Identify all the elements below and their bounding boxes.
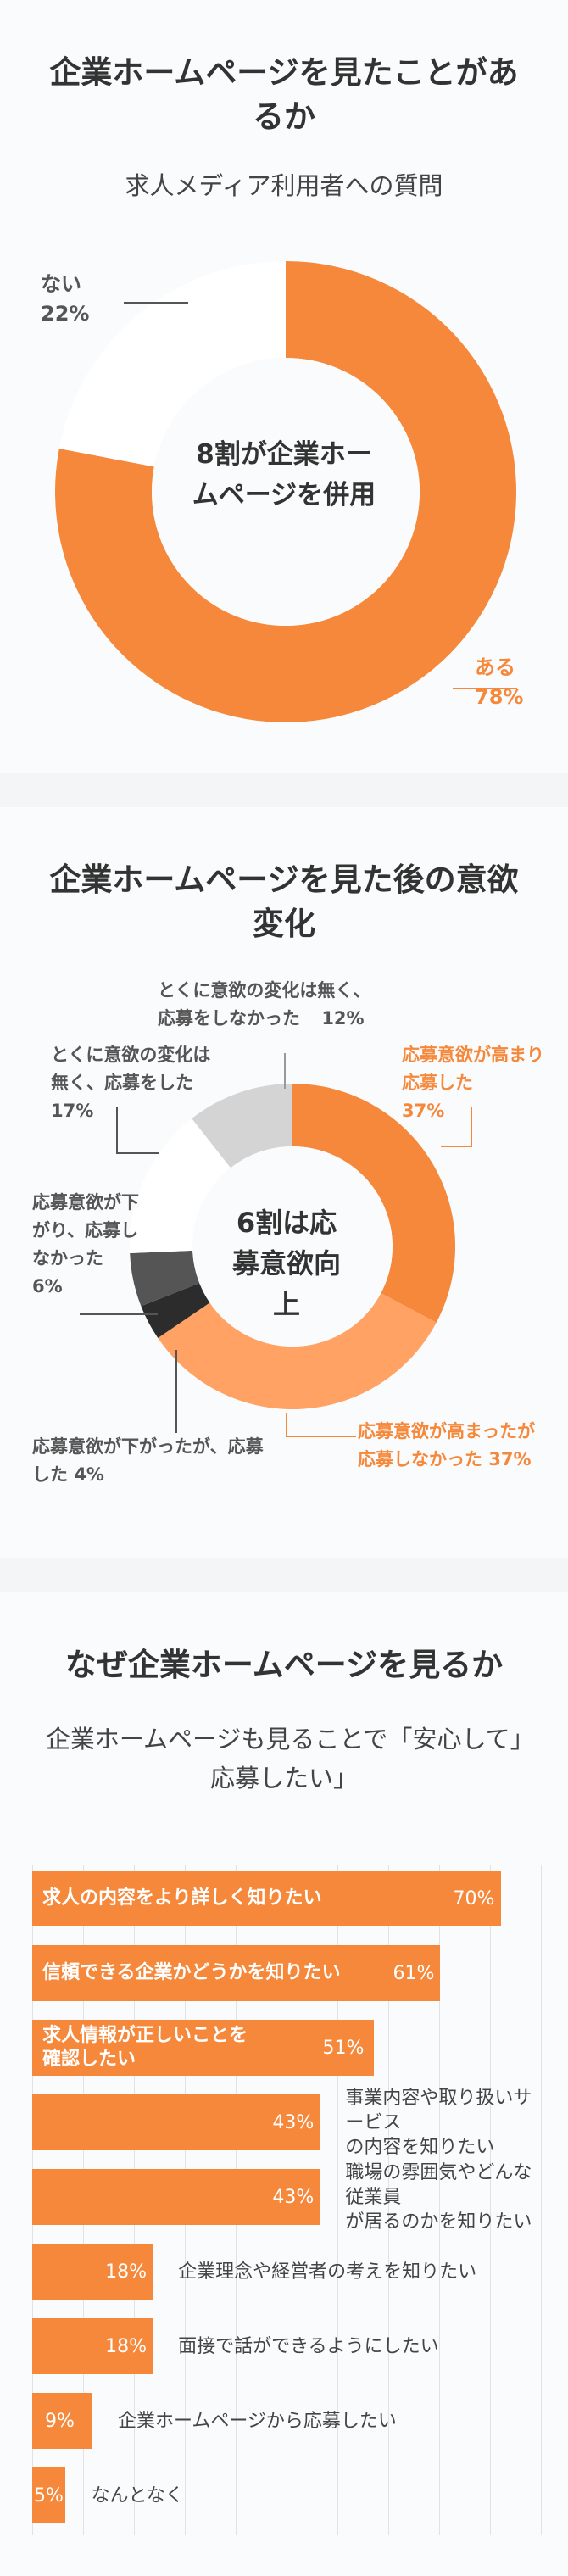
donut2-label-down-no-apply-name: 応募意欲が下がり、応募しなかった bbox=[32, 1192, 139, 1268]
bar-value-label: 51% bbox=[322, 2037, 365, 2059]
bar-row: 18% 面接で話ができるようにしたい bbox=[32, 2318, 534, 2374]
bar-category-label: 求人の内容をより詳しく知りたい bbox=[42, 1887, 322, 1909]
bar-value-label: 5% bbox=[34, 2484, 64, 2506]
bar-row: 61% 信頼できる企業かどうかを知りたい bbox=[32, 1945, 534, 2001]
donut1-label-nai-name: ない bbox=[41, 272, 81, 296]
donut2-center-text: 6割は応募意欲向上 bbox=[231, 1207, 341, 1320]
bar-chart-gridline bbox=[439, 1865, 440, 2535]
bar-category-label: なんとなく bbox=[91, 2484, 184, 2506]
bar-chart-gridline bbox=[490, 1865, 491, 2535]
donut1-label-nai-value: 22% bbox=[41, 302, 90, 326]
bar-chart-gridline bbox=[541, 1865, 542, 2535]
bar-category-label: 事業内容や取り扱いサービス の内容を知りたい bbox=[345, 2087, 532, 2158]
bar-row: 9% 企業ホームページから応募したい bbox=[32, 2393, 534, 2449]
donut2-label-none-apply: とくに意欲の変化は無く、応募をした 17% bbox=[51, 1041, 220, 1125]
donut2-label-down-apply-name: 応募意欲が下がったが、応募した bbox=[32, 1436, 264, 1485]
donut2-label-up-no-apply: 応募意欲が高まったが応募しなかった 37% bbox=[358, 1418, 541, 1474]
donut2-slice-5 bbox=[192, 1084, 292, 1168]
bar-category-label: 面接で話ができるようにしたい bbox=[178, 2335, 439, 2357]
bar-mark bbox=[32, 2020, 374, 2076]
donut2-label-up-apply-name: 応募意欲が高まり応募した bbox=[402, 1045, 544, 1093]
bar-mark bbox=[32, 1871, 501, 1926]
donut2-label-none-no-apply: とくに意欲の変化は無く、応募をしなかった 12% bbox=[158, 977, 378, 1033]
section-subtitle-1: 求人メディア利用者への質問 bbox=[125, 171, 443, 200]
donut2-leader-up-apply bbox=[441, 1107, 472, 1147]
donut1-label-nai: ない 22% bbox=[41, 270, 89, 329]
bar-mark bbox=[32, 2318, 153, 2374]
section-title-2: 企業ホームページを見た後の意欲変化 bbox=[49, 861, 519, 942]
bar-row: 70% 求人の内容をより詳しく知りたい bbox=[32, 1871, 534, 1926]
section-card-3: なぜ企業ホームページを見るか 企業ホームページも見ることで「安心して」応募したい… bbox=[0, 1592, 568, 2576]
donut-chart-2 bbox=[80, 1053, 472, 1437]
donut2-label-up-no-apply-value: 37% bbox=[488, 1449, 532, 1469]
donut2-label-up-no-apply-name: 応募意欲が高まったが応募しなかった bbox=[358, 1421, 536, 1469]
bar-chart-gridline bbox=[337, 1865, 338, 2535]
bar-mark bbox=[32, 2244, 153, 2300]
bar-category-label: 職場の雰囲気やどんな従業員 が居るのかを知りたい bbox=[345, 2161, 532, 2233]
bar-value-label: 18% bbox=[105, 2261, 147, 2283]
bar-value-label: 43% bbox=[272, 2111, 315, 2133]
bar-value-label: 70% bbox=[453, 1887, 495, 1910]
donut1-center-text: 8割が企業ホームページを併用 bbox=[192, 439, 376, 510]
donut2-slice-4 bbox=[130, 1118, 231, 1254]
donut2-label-up-apply-value: 37% bbox=[402, 1101, 445, 1121]
section-title-3: なぜ企業ホームページを見るか bbox=[64, 1647, 504, 1683]
donut2-slice-2 bbox=[141, 1283, 210, 1339]
bar-mark bbox=[32, 2169, 320, 2225]
donut2-label-down-no-apply: 応募意欲が下がり、応募しなかった 6% bbox=[32, 1189, 142, 1301]
donut2-slice-3 bbox=[130, 1250, 200, 1307]
donut2-label-down-no-apply-value: 6% bbox=[32, 1276, 63, 1296]
donut1-label-aru: ある 78% bbox=[475, 653, 523, 712]
bar-row: 51% 求人情報が正しいことを 確認したい bbox=[32, 2020, 534, 2076]
donut2-leader-none-apply bbox=[116, 1107, 159, 1154]
section-card-2: 企業ホームページを見た後の意欲変化 とくに意欲の変化は無く、応募をしなかった 1… bbox=[0, 807, 568, 1558]
bar-mark bbox=[32, 2094, 320, 2150]
donut2-label-down-apply: 応募意欲が下がったが、応募した 4% bbox=[32, 1433, 278, 1489]
bar-row: 43% 事業内容や取り扱いサービス の内容を知りたい bbox=[32, 2087, 534, 2158]
bar-mark bbox=[32, 1945, 441, 2001]
bar-value-label: 43% bbox=[272, 2186, 315, 2208]
bar-mark bbox=[32, 2393, 93, 2449]
donut1-slice-0 bbox=[55, 261, 517, 722]
bar-value-label: 18% bbox=[105, 2335, 147, 2357]
donut2-label-none-apply-name: とくに意欲の変化は無く、応募をした bbox=[51, 1045, 211, 1093]
donut2-label-down-apply-value: 4% bbox=[74, 1464, 104, 1485]
donut2-leader-up-no-apply bbox=[286, 1413, 356, 1437]
bar-category-label: 企業理念や経営者の考えを知りたい bbox=[178, 2261, 477, 2283]
bar-value-label: 61% bbox=[393, 1962, 435, 1984]
donut1-label-aru-name: ある bbox=[475, 655, 515, 679]
donut2-label-none-apply-value: 17% bbox=[51, 1101, 94, 1121]
bar-value-label: 9% bbox=[45, 2410, 75, 2432]
bar-row: 18% 企業理念や経営者の考えを知りたい bbox=[32, 2244, 534, 2300]
bar-mark bbox=[32, 2467, 66, 2523]
donut2-slice-0 bbox=[292, 1084, 455, 1323]
section-subtitle-3: 企業ホームページも見ることで「安心して」応募したい」 bbox=[45, 1725, 523, 1793]
donut1-slice-1 bbox=[58, 261, 286, 467]
section-card-1: 企業ホームページを見たことがあるか 求人メディア利用者への質問 ない 22% あ… bbox=[0, 0, 568, 773]
donut1-center-hole bbox=[152, 358, 420, 626]
bar-category-label: 企業ホームページから応募したい bbox=[118, 2410, 397, 2432]
bar-category-label: 求人情報が正しいことを 確認したい bbox=[42, 2025, 248, 2070]
bar-row: 43% 職場の雰囲気やどんな従業員 が居るのかを知りたい bbox=[32, 2161, 534, 2233]
donut2-label-up-apply: 応募意欲が高まり応募した 37% bbox=[402, 1041, 554, 1125]
section-title-1: 企業ホームページを見たことがあるか bbox=[49, 54, 519, 135]
donut2-slice-1 bbox=[158, 1293, 437, 1409]
bar-row: 5% なんとなく bbox=[32, 2467, 534, 2523]
donut2-center-hole bbox=[192, 1146, 393, 1347]
donut2-label-none-no-apply-name: とくに意欲の変化は無く、応募をしなかった bbox=[158, 980, 371, 1029]
donut1-label-aru-value: 78% bbox=[475, 685, 524, 709]
bar-chart-gridline bbox=[388, 1865, 389, 2535]
donut-chart-1 bbox=[55, 261, 517, 722]
donut2-label-none-no-apply-value: 12% bbox=[321, 1008, 365, 1029]
bar-category-label: 信頼できる企業かどうかを知りたい bbox=[42, 1962, 341, 1983]
